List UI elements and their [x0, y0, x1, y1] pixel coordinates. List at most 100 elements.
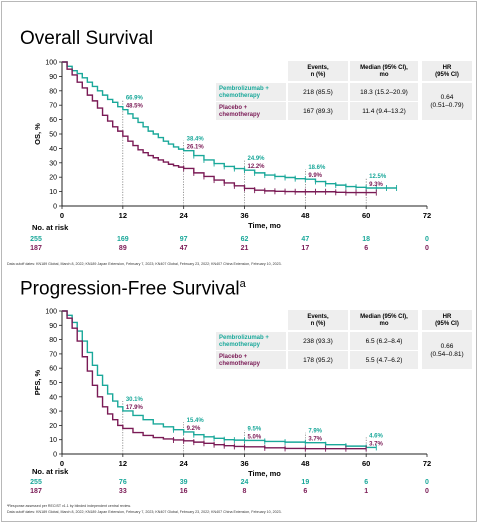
pfs-title-text: Progression-Free Survival	[20, 278, 240, 300]
table-events-value: 218 (85.5)	[303, 89, 333, 96]
y-tick-label: 30	[49, 160, 57, 167]
risk-placebo-value: 6	[364, 245, 368, 252]
os-footnote: Data cutoff dates: KN189 Global, March 8…	[7, 262, 282, 266]
risk-pembro-value: 169	[117, 236, 129, 243]
table-header-text: Events, n (%)	[307, 314, 329, 327]
risk-pembro-value: 0	[425, 236, 429, 243]
placebo-curve	[62, 61, 377, 194]
table-header-text: HR (95% CI)	[435, 314, 459, 327]
y-tick-label: 0	[53, 204, 57, 211]
x-axis-title: Time, mo	[248, 469, 281, 478]
table-header-cell	[288, 61, 348, 81]
table-header-cell	[422, 310, 472, 330]
table-header-text: HR (95% CI)	[435, 65, 459, 78]
pfs-summary-table: Events, n (%) Median (95% CI), mo HR (95% CI)…	[216, 310, 472, 369]
table-cell	[216, 332, 286, 350]
risk-placebo-value: 8	[243, 488, 247, 495]
y-tick-label: 20	[49, 175, 57, 182]
risk-label: No. at risk	[32, 223, 69, 232]
pembro-curve	[62, 61, 397, 189]
y-tick-label: 40	[49, 146, 57, 153]
risk-placebo-value: 89	[119, 245, 127, 252]
x-tick-label: 60	[362, 211, 370, 220]
x-tick-label: 24	[179, 459, 188, 468]
table-header-cell	[422, 61, 472, 81]
table-cell	[216, 83, 286, 101]
placebo-milestone-label: 9.3%	[369, 182, 383, 188]
table-hr-value: 0.64 (0.51–0.79)	[430, 94, 463, 109]
table-header-cell	[350, 310, 418, 330]
placebo-milestone-label: 3.7%	[308, 437, 322, 443]
risk-placebo-value: 17	[301, 245, 309, 252]
risk-placebo-value: 16	[180, 488, 188, 495]
y-tick-label: 20	[49, 423, 57, 430]
x-tick-label: 12	[119, 459, 127, 468]
risk-pembro-value: 24	[241, 479, 249, 486]
table-header-text: Median (95% CI), mo	[360, 65, 408, 78]
x-tick-label: 72	[423, 459, 431, 468]
y-tick-label: 100	[45, 309, 57, 316]
table-header-cell	[288, 310, 348, 330]
y-tick-label: 80	[49, 88, 57, 95]
x-tick-label: 36	[240, 459, 248, 468]
risk-placebo-value: 47	[180, 245, 188, 252]
table-cell	[350, 351, 418, 369]
table-cell	[288, 83, 348, 101]
risk-pembro-value: 6	[364, 479, 368, 486]
risk-pembro-value: 97	[180, 236, 188, 243]
risk-placebo-value: 33	[119, 488, 127, 495]
x-tick-label: 48	[301, 459, 309, 468]
pembro-milestone-label: 30.1%	[126, 397, 144, 403]
table-cell	[288, 332, 348, 350]
y-axis-title: OS, %	[33, 123, 42, 145]
x-axis-title: Time, mo	[248, 221, 281, 230]
pembro-milestone-label: 9.5%	[248, 426, 262, 432]
table-median-value: 5.5 (4.7–6.2)	[366, 357, 403, 364]
placebo-milestone-label: 17.9%	[126, 405, 144, 411]
y-tick-label: 60	[49, 117, 57, 124]
y-tick-label: 70	[49, 103, 57, 110]
x-tick-label: 0	[60, 211, 64, 220]
placebo-milestone-label: 26.1%	[187, 145, 205, 151]
placebo-milestone-label: 9.9%	[308, 173, 322, 179]
pembro-milestone-label: 18.6%	[308, 165, 326, 171]
placebo-milestone-label: 12.2%	[248, 164, 266, 170]
table-arm-label: Pembrolizumab + chemotherapy	[219, 86, 269, 99]
y-tick-label: 40	[49, 394, 57, 401]
risk-placebo-value: 6	[303, 488, 307, 495]
table-events-value: 238 (93.3)	[303, 338, 333, 345]
y-tick-label: 70	[49, 351, 57, 358]
risk-label: No. at risk	[32, 467, 69, 476]
risk-placebo-value: 187	[30, 245, 42, 252]
table-cell	[350, 102, 418, 120]
risk-pembro-value: 255	[30, 236, 42, 243]
y-tick-label: 50	[49, 380, 57, 387]
placebo-milestone-label: 5.0%	[248, 434, 262, 440]
risk-pembro-value: 76	[119, 479, 127, 486]
table-hr-cell	[422, 332, 472, 369]
table-arm-label: Placebo + chemotherapy	[219, 354, 261, 367]
table-cell	[288, 351, 348, 369]
table-cell	[350, 83, 418, 101]
placebo-milestone-label: 9.2%	[187, 426, 201, 432]
pembro-milestone-label: 7.9%	[308, 429, 322, 435]
table-events-value: 178 (95.2)	[303, 357, 333, 364]
pfs-title-sup: a	[239, 278, 246, 290]
y-tick-label: 60	[49, 366, 57, 373]
os-summary-table: Events, n (%) Median (95% CI), mo HR (95% CI)…	[216, 61, 472, 120]
y-tick-label: 80	[49, 337, 57, 344]
y-tick-label: 100	[45, 60, 57, 67]
x-tick-label: 36	[240, 211, 248, 220]
table-header-text: Events, n (%)	[307, 65, 329, 78]
risk-pembro-value: 18	[362, 236, 370, 243]
risk-pembro-value: 39	[180, 479, 188, 486]
table-header-cell	[350, 61, 418, 81]
table-cell	[216, 351, 286, 369]
table-cell	[350, 332, 418, 350]
y-tick-label: 90	[49, 323, 57, 330]
table-median-value: 6.5 (6.2–8.4)	[366, 338, 403, 345]
